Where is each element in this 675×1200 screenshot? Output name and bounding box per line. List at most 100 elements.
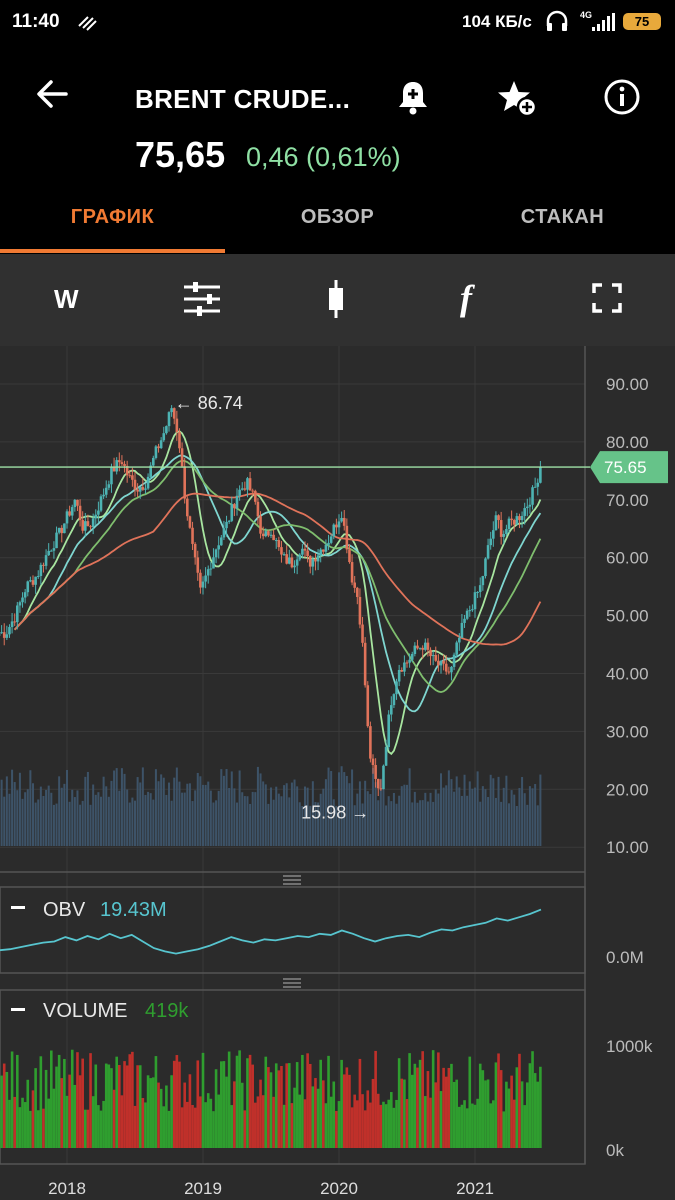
obv-legend-toggle[interactable] — [11, 906, 25, 909]
volume-bar — [397, 1058, 401, 1148]
volume-backdrop-bar — [515, 805, 518, 846]
volume-bar — [298, 1094, 302, 1148]
back-arrow-icon[interactable] — [34, 78, 70, 110]
volume-bar — [243, 1110, 247, 1148]
add-alert-bell-icon[interactable] — [393, 78, 433, 118]
volume-bar — [0, 1075, 3, 1148]
volume-backdrop-bar — [105, 786, 108, 846]
volume-backdrop-bar — [460, 795, 463, 846]
volume-backdrop-bar — [348, 783, 351, 846]
candle — [531, 485, 534, 510]
volume-backdrop-bar — [351, 769, 354, 846]
panel-resize-handle[interactable] — [283, 875, 301, 885]
chart-area[interactable]: 75.65 90.00 80.00 70.00 60.00 50.00 40.00 30.0… — [0, 346, 675, 1200]
chart-toolbar: W f — [0, 254, 675, 347]
volume-bar — [408, 1053, 411, 1148]
candle — [21, 592, 24, 608]
volume-backdrop-bar — [361, 803, 364, 846]
volume-backdrop-bar — [76, 790, 79, 846]
volume-backdrop-bar — [154, 769, 157, 846]
volume-bar — [76, 1052, 79, 1148]
volume-bar — [107, 1064, 111, 1148]
tab-chart[interactable]: ГРАФИК — [70, 206, 155, 228]
candle — [172, 407, 176, 425]
volume-backdrop-bar — [254, 792, 257, 846]
candle — [536, 478, 540, 496]
volume-legend-toggle[interactable] — [11, 1008, 25, 1011]
volume-backdrop-bar — [332, 799, 335, 846]
add-favorite-star-icon[interactable] — [496, 78, 540, 118]
candle — [225, 515, 228, 537]
tab-bar: ГРАФИК ОБЗОР СТАКАН — [0, 194, 675, 254]
volume-bar — [235, 1055, 239, 1148]
indicators-sliders-icon[interactable] — [182, 282, 222, 316]
volume-backdrop-bar — [47, 785, 50, 846]
volume-backdrop-bar — [366, 791, 369, 846]
candle — [175, 410, 179, 441]
obv-line — [0, 908, 542, 955]
volume-bar — [183, 1082, 186, 1148]
volume-backdrop-bar — [400, 786, 403, 846]
candle — [70, 504, 74, 520]
volume-bar — [112, 1089, 116, 1148]
candle — [384, 739, 388, 766]
volume-backdrop-bar — [178, 781, 181, 846]
volume-backdrop-bar — [241, 792, 244, 846]
panel-resize-handle[interactable] — [283, 978, 301, 988]
volume-backdrop-bar — [222, 775, 225, 846]
candle — [73, 498, 77, 512]
candle — [416, 639, 419, 650]
volume-bar — [254, 1102, 257, 1148]
tab-overview[interactable]: ОБЗОР — [300, 206, 375, 228]
volume-bar — [10, 1051, 14, 1148]
volume-bar — [196, 1060, 200, 1148]
y-tick-label: 40.00 — [606, 665, 649, 684]
candle — [465, 608, 469, 621]
volume-backdrop-bar — [186, 783, 189, 846]
volume-bar — [152, 1077, 155, 1148]
candle — [52, 541, 56, 559]
volume-backdrop-bar — [442, 787, 445, 846]
period-button[interactable]: W — [54, 284, 79, 314]
volume-bar — [478, 1063, 482, 1148]
tab-order-book[interactable]: СТАКАН — [520, 206, 605, 228]
candle — [183, 457, 186, 504]
candle — [395, 678, 398, 700]
info-icon[interactable] — [603, 78, 641, 116]
volume-backdrop-bar — [340, 766, 343, 846]
volume-backdrop-bar — [335, 805, 338, 846]
volume-bar — [382, 1101, 385, 1148]
volume-bar — [65, 1095, 69, 1148]
candle — [99, 494, 103, 513]
candlestick-icon[interactable] — [326, 280, 346, 318]
volume-backdrop-bar — [45, 789, 48, 846]
volume-bar — [220, 1061, 223, 1148]
candle — [301, 544, 304, 559]
fullscreen-icon[interactable] — [592, 283, 622, 313]
volume-bar — [102, 1100, 105, 1148]
volume-bar — [371, 1078, 375, 1148]
volume-bar — [510, 1075, 513, 1148]
volume-backdrop-bar — [338, 772, 340, 846]
volume-bar — [285, 1063, 288, 1148]
volume-bar — [128, 1054, 132, 1148]
volume-backdrop-bar — [403, 784, 406, 846]
ma-longest-line — [14, 492, 542, 646]
volume-bar — [366, 1090, 370, 1148]
candle — [23, 588, 27, 604]
volume-backdrop-bar — [251, 791, 254, 846]
volume-backdrop-bar — [202, 784, 204, 846]
volume-bar — [91, 1096, 95, 1148]
candle — [314, 553, 317, 571]
volume-backdrop-bar — [510, 790, 513, 846]
candle — [128, 470, 132, 478]
volume-bar — [206, 1093, 210, 1148]
volume-bar — [248, 1054, 252, 1148]
function-icon[interactable]: f — [458, 278, 484, 318]
candle — [115, 457, 118, 475]
volume-backdrop-bar — [217, 790, 220, 846]
volume-backdrop-bar — [502, 787, 505, 846]
candle — [125, 460, 129, 483]
volume-backdrop-bar — [298, 802, 301, 846]
candle — [489, 531, 492, 550]
